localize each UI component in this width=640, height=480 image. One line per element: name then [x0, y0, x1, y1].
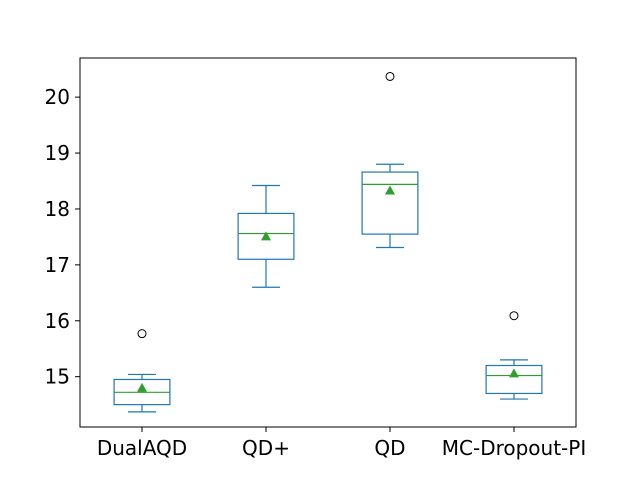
box-group — [485, 311, 543, 400]
mean-marker — [261, 231, 271, 241]
outlier-point — [385, 71, 395, 81]
plot-frame — [79, 57, 577, 428]
y-tick-label: 20 — [45, 85, 70, 109]
outlier-point — [137, 329, 147, 339]
y-tick-label: 19 — [45, 141, 70, 165]
mean-marker — [385, 185, 395, 195]
box-iqr — [485, 364, 543, 395]
box-group — [237, 184, 295, 288]
x-tick-label: QD+ — [242, 436, 290, 460]
x-tick-label: DualAQD — [97, 436, 187, 460]
x-tick-label: QD — [374, 436, 405, 460]
y-tick-label: 18 — [45, 197, 70, 221]
box-iqr — [361, 171, 419, 235]
y-tick-label: 17 — [45, 253, 70, 277]
box-iqr — [237, 212, 295, 260]
mean-marker — [137, 382, 147, 392]
box-group — [361, 71, 419, 249]
y-tick-label: 16 — [45, 309, 70, 333]
mean-marker — [509, 368, 519, 378]
box-group — [113, 329, 171, 413]
outlier-point — [509, 311, 519, 321]
x-tick-label: MC-Dropout-PI — [442, 436, 586, 460]
y-tick-label: 15 — [45, 365, 70, 389]
